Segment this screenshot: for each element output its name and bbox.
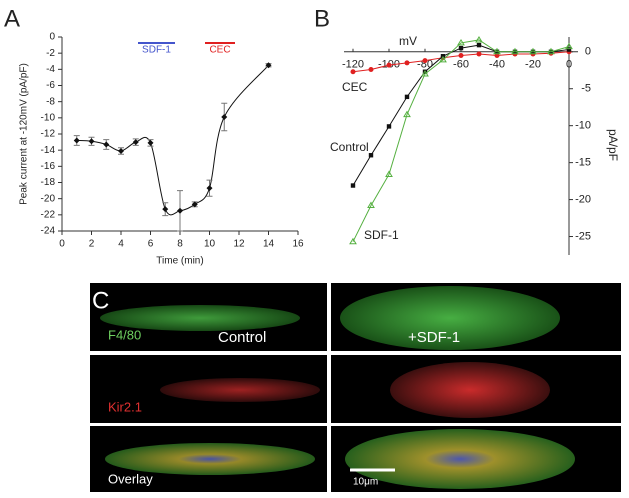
series-line [352,39,570,242]
marker [88,138,95,145]
marker [221,114,228,121]
marker [404,60,410,66]
marker [162,206,169,213]
marker [457,38,465,46]
y-tick-label: -24 [41,226,56,237]
y-tick-label: -16 [41,161,56,172]
panel-label: C [92,287,109,314]
marker [103,141,110,148]
annotation: SDF-1 [142,45,171,56]
series-label: Control [330,140,369,154]
stain-label: Kir2.1 [108,399,142,414]
marker [73,137,80,144]
series-label: SDF-1 [364,228,399,242]
stain-label: Overlay [108,471,153,486]
marker [368,67,374,73]
marker [404,94,410,100]
y-tick-label: -10 [41,112,56,123]
marker [385,170,393,177]
y-axis-label: pA/pF [606,129,620,161]
marker [132,139,139,146]
y-tick-label: -20 [41,193,56,204]
y-tick-label: -4 [46,64,55,75]
x-tick-label: 8 [177,239,183,250]
marker [191,201,198,208]
scale-bar-label: 10μm [353,477,378,488]
marker [565,42,573,50]
stain-label: F4/80 [108,327,141,342]
x-tick-label: 12 [233,239,245,250]
marker [118,147,124,154]
marker [350,183,356,188]
y-tick-label: -6 [46,80,55,91]
y-axis-label: Peak current at -120mV (pA/pF) [19,63,30,205]
x-tick-label: 0 [59,239,65,250]
condition-label: Control [218,329,266,346]
marker [368,153,374,158]
y-tick-label: -5 [581,83,591,95]
marker [206,185,213,192]
marker [476,51,482,57]
annotation: CEC [209,45,230,56]
marker [265,62,272,69]
y-tick-label: -20 [575,193,591,205]
y-tick-label: -25 [575,230,591,242]
x-tick-label: 2 [89,239,95,250]
x-axis-label: Time (min) [156,256,203,267]
condition-label: +SDF-1 [408,329,460,346]
series-label: CEC [342,80,368,94]
x-tick-label: 0 [566,59,572,71]
marker [475,35,483,43]
x-tick-label: -120 [342,59,364,71]
marker [511,47,519,55]
marker [493,47,501,55]
marker [439,55,447,63]
marker [421,69,429,77]
marker [476,42,482,48]
marker [367,201,375,208]
marker [386,62,392,68]
x-tick-label: 14 [263,239,275,250]
y-tick-label: 0 [585,46,591,58]
x-tick-label: 16 [292,239,304,250]
y-tick-label: -2 [46,48,55,59]
x-tick-label: -20 [525,59,541,71]
x-tick-label: 4 [118,239,124,250]
marker [547,47,555,55]
y-tick-label: -8 [46,96,55,107]
panel-label: B [314,5,330,32]
x-tick-label: 6 [148,239,154,250]
x-tick-label: -40 [489,59,505,71]
marker [403,110,411,118]
panel-label: A [4,5,20,32]
y-tick-label: -18 [41,177,56,188]
marker [349,237,357,245]
marker [529,47,537,55]
marker [422,58,428,64]
marker [350,69,356,75]
y-tick-label: -14 [41,145,56,156]
marker [177,207,183,214]
marker [147,139,154,146]
y-tick-label: -10 [575,120,591,132]
y-tick-label: -22 [41,209,56,220]
marker [386,124,392,129]
y-tick-label: -15 [575,157,591,169]
marker [458,52,464,58]
marker [566,47,572,52]
x-tick-label: -60 [453,59,469,71]
x-axis-label: mV [399,34,417,48]
x-tick-label: 10 [204,239,216,250]
y-tick-label: 0 [49,32,55,43]
y-tick-label: -12 [41,129,56,140]
marker [458,45,464,51]
micrographs [90,283,621,492]
